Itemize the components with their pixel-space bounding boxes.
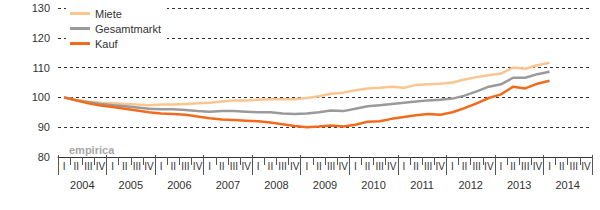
svg-text:I: I bbox=[451, 161, 454, 172]
svg-text:III: III bbox=[133, 161, 141, 172]
svg-text:2012: 2012 bbox=[458, 179, 482, 191]
svg-text:Miete: Miete bbox=[95, 8, 122, 20]
svg-text:I: I bbox=[63, 161, 66, 172]
svg-text:I: I bbox=[160, 161, 163, 172]
svg-text:II: II bbox=[559, 161, 565, 172]
svg-text:100: 100 bbox=[32, 91, 50, 103]
svg-text:I: I bbox=[111, 161, 114, 172]
svg-text:I: I bbox=[354, 161, 357, 172]
svg-text:2013: 2013 bbox=[507, 179, 531, 191]
svg-text:110: 110 bbox=[32, 62, 50, 74]
svg-text:I: I bbox=[305, 161, 308, 172]
svg-text:II: II bbox=[365, 161, 371, 172]
svg-text:2011: 2011 bbox=[410, 179, 434, 191]
svg-text:IV: IV bbox=[96, 161, 106, 172]
svg-text:IV: IV bbox=[484, 161, 494, 172]
svg-text:III: III bbox=[570, 161, 578, 172]
svg-text:IV: IV bbox=[387, 161, 397, 172]
svg-text:IV: IV bbox=[436, 161, 446, 172]
svg-text:III: III bbox=[181, 161, 189, 172]
svg-text:IV: IV bbox=[338, 161, 348, 172]
svg-text:III: III bbox=[278, 161, 286, 172]
svg-text:I: I bbox=[548, 161, 551, 172]
svg-text:II: II bbox=[219, 161, 225, 172]
svg-text:IV: IV bbox=[241, 161, 251, 172]
svg-text:III: III bbox=[473, 161, 481, 172]
svg-text:IV: IV bbox=[290, 161, 300, 172]
svg-text:120: 120 bbox=[32, 32, 50, 44]
svg-text:II: II bbox=[122, 161, 128, 172]
svg-text:2008: 2008 bbox=[264, 179, 288, 191]
svg-text:II: II bbox=[510, 161, 516, 172]
svg-text:80: 80 bbox=[38, 151, 50, 163]
svg-text:IV: IV bbox=[533, 161, 543, 172]
svg-text:III: III bbox=[375, 161, 383, 172]
svg-text:Kauf: Kauf bbox=[95, 38, 119, 50]
svg-text:IV: IV bbox=[144, 161, 154, 172]
svg-text:II: II bbox=[413, 161, 419, 172]
svg-text:II: II bbox=[316, 161, 322, 172]
svg-text:Gesamtmarkt: Gesamtmarkt bbox=[95, 23, 161, 35]
svg-text:130: 130 bbox=[32, 2, 50, 14]
svg-text:2006: 2006 bbox=[167, 179, 191, 191]
svg-text:III: III bbox=[327, 161, 335, 172]
svg-text:IV: IV bbox=[581, 161, 591, 172]
svg-text:I: I bbox=[500, 161, 503, 172]
svg-text:II: II bbox=[462, 161, 468, 172]
svg-text:I: I bbox=[257, 161, 260, 172]
svg-text:III: III bbox=[84, 161, 92, 172]
svg-text:III: III bbox=[424, 161, 432, 172]
svg-text:IV: IV bbox=[193, 161, 203, 172]
svg-text:III: III bbox=[521, 161, 529, 172]
svg-text:III: III bbox=[230, 161, 238, 172]
svg-text:2010: 2010 bbox=[361, 179, 385, 191]
svg-text:II: II bbox=[73, 161, 79, 172]
svg-text:2007: 2007 bbox=[216, 179, 240, 191]
svg-text:II: II bbox=[268, 161, 274, 172]
svg-text:2005: 2005 bbox=[119, 179, 143, 191]
svg-text:I: I bbox=[402, 161, 405, 172]
svg-text:2004: 2004 bbox=[70, 179, 94, 191]
svg-text:empirica: empirica bbox=[69, 144, 115, 156]
svg-text:90: 90 bbox=[38, 121, 50, 133]
svg-text:II: II bbox=[171, 161, 177, 172]
svg-text:2014: 2014 bbox=[555, 179, 579, 191]
svg-text:2009: 2009 bbox=[313, 179, 337, 191]
svg-text:I: I bbox=[208, 161, 211, 172]
